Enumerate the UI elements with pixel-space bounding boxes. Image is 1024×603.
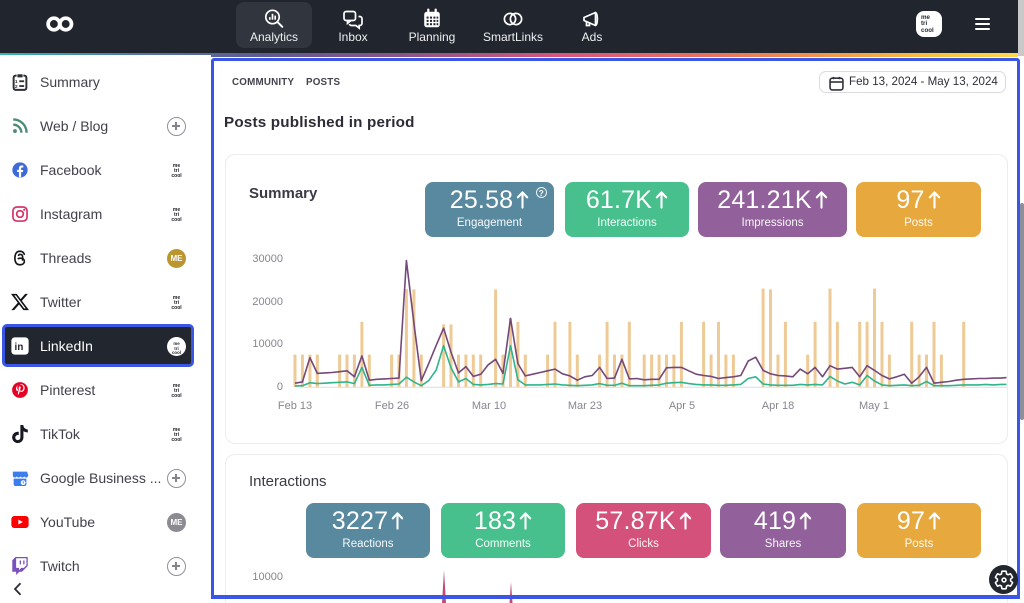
svg-text:2: 2	[15, 84, 18, 90]
svg-text:in: in	[14, 342, 23, 353]
svg-text:1: 1	[15, 79, 18, 85]
